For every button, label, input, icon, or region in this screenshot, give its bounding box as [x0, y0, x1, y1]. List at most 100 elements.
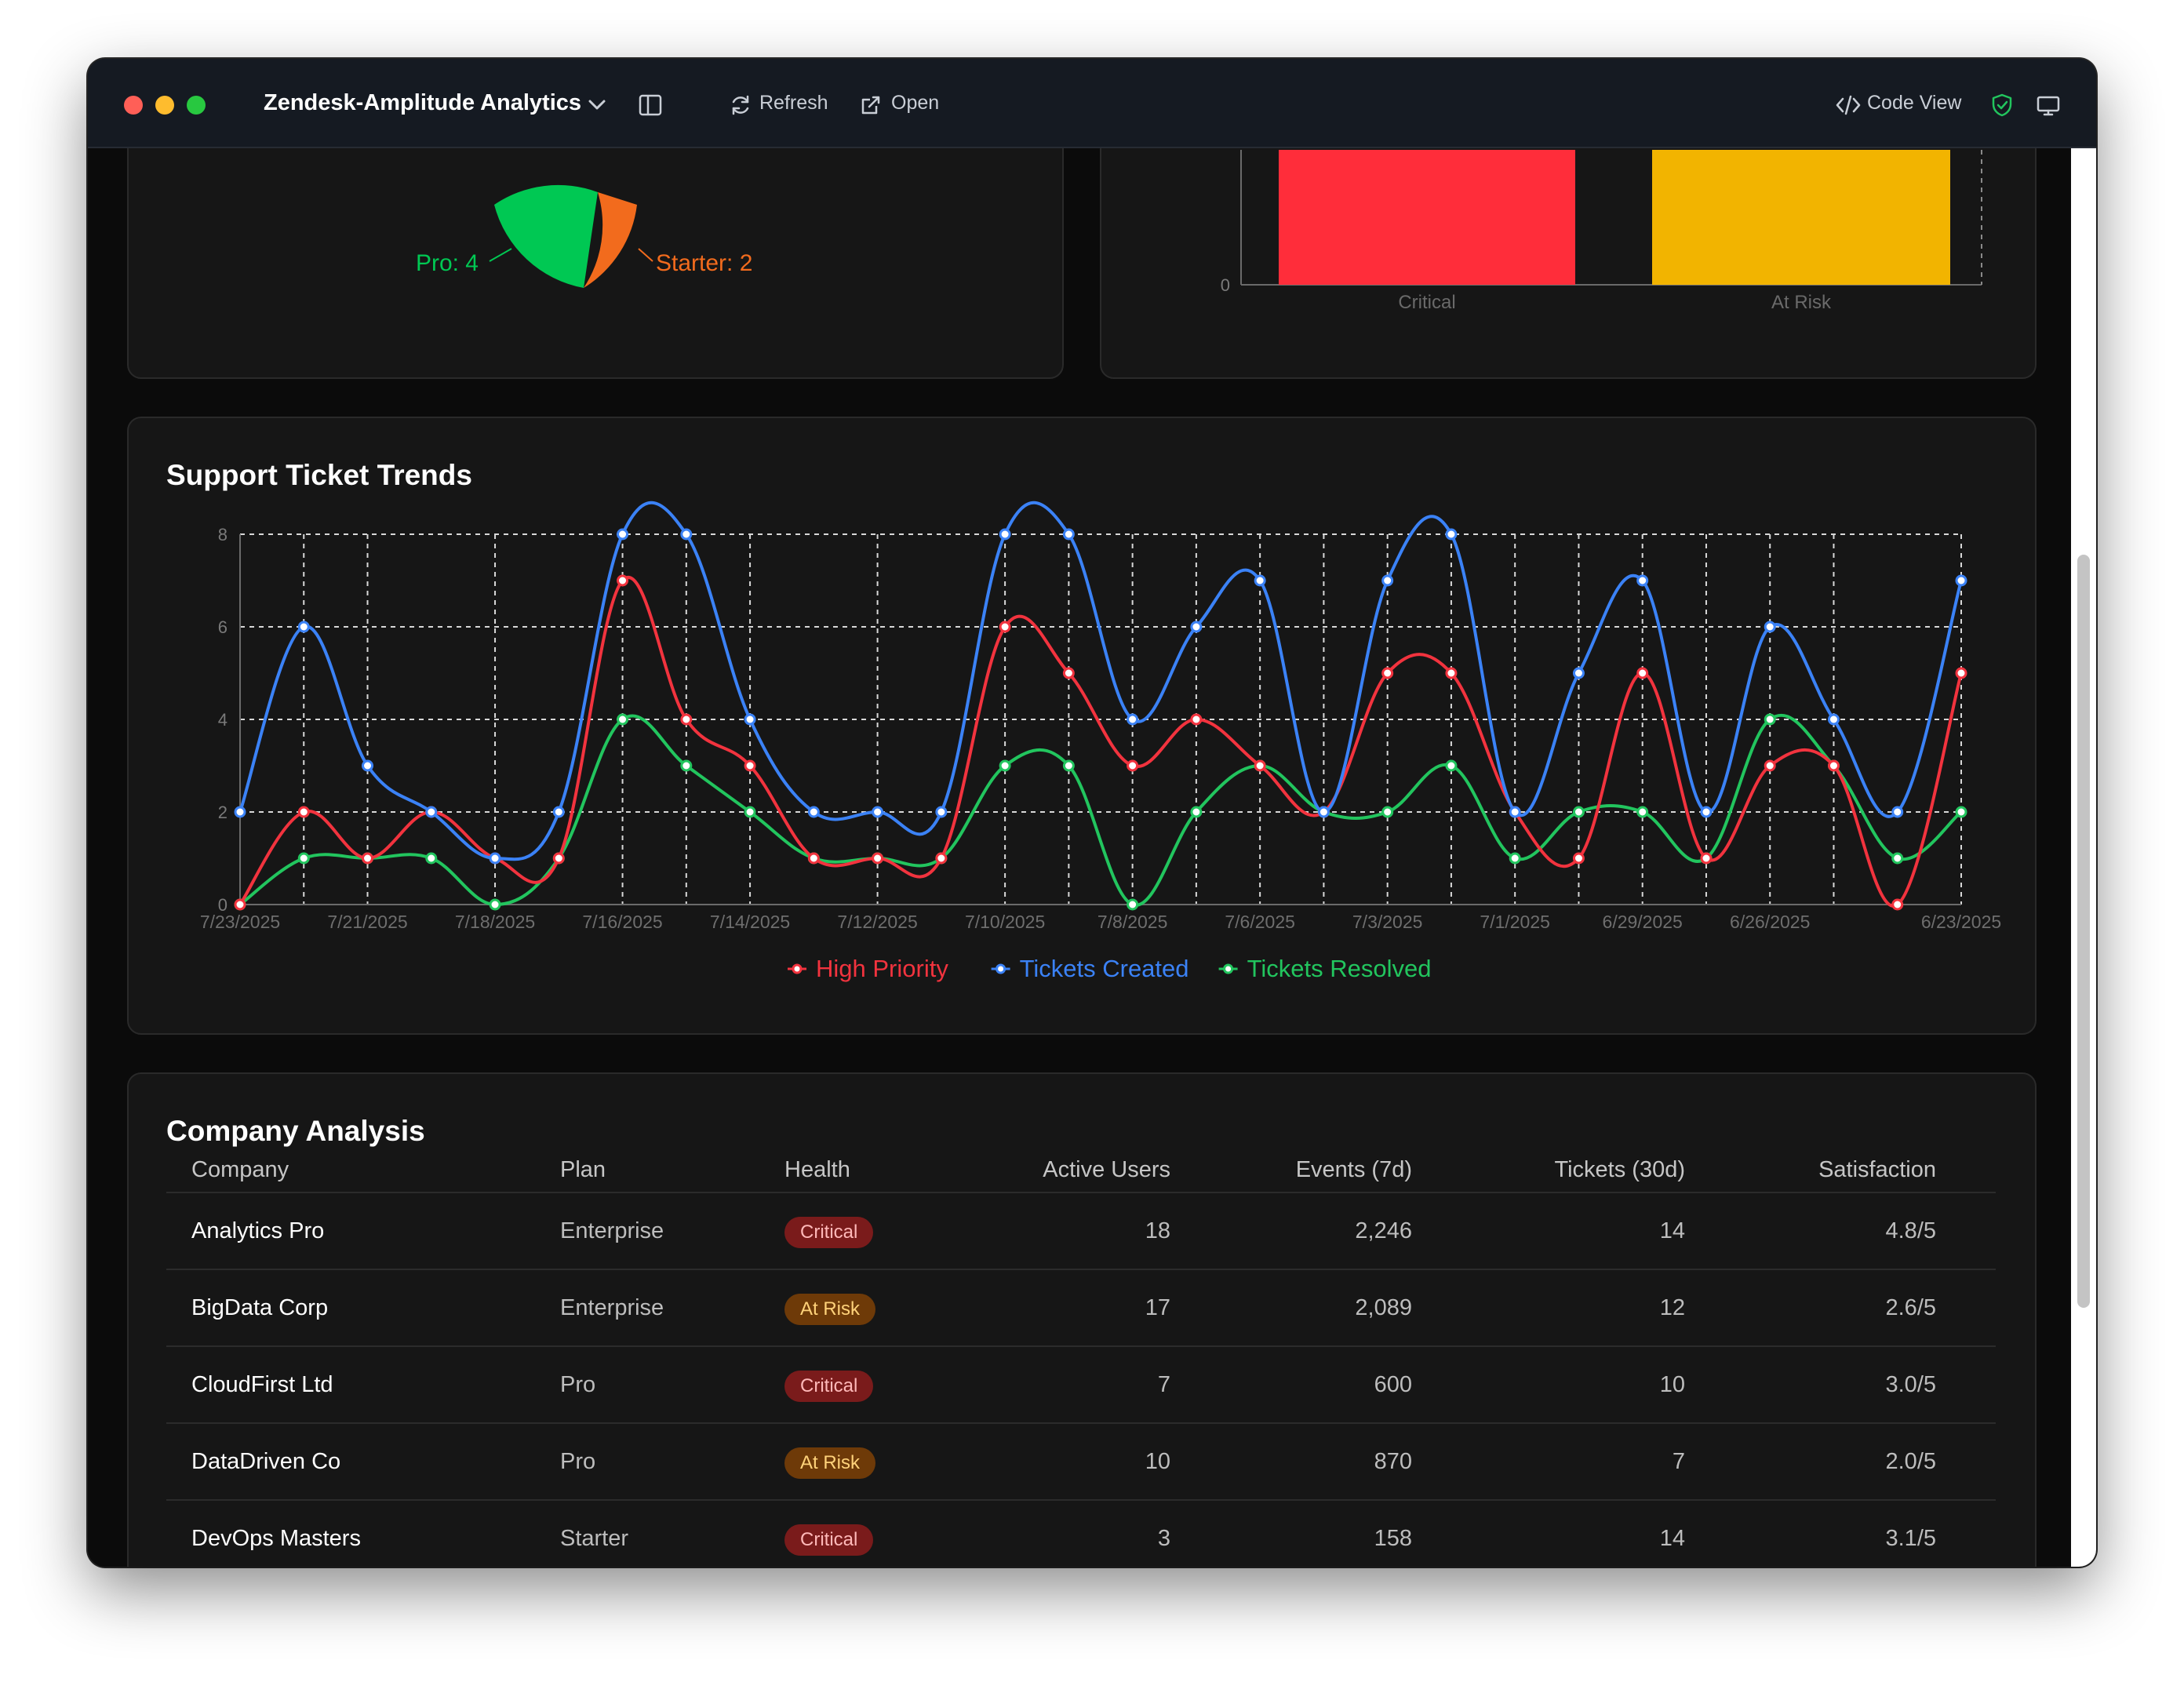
data-point-tickets-created [489, 852, 501, 865]
code-icon [1836, 95, 1861, 115]
app-title: Zendesk-Amplitude Analytics [264, 90, 582, 115]
data-point-tickets-resolved [999, 759, 1011, 772]
scrollbar-thumb[interactable] [2077, 555, 2090, 1308]
cell-plan: Enterprise [560, 1295, 664, 1320]
sidebar-toggle-icon[interactable] [639, 93, 662, 117]
chevron-down-icon[interactable] [587, 98, 607, 112]
data-point-tickets-resolved [1445, 759, 1458, 772]
legend-dot-high-priority [792, 963, 803, 974]
x-tick-critical: Critical [1398, 292, 1455, 313]
cell-company: DataDriven Co [191, 1449, 341, 1474]
company-analysis-card: Company Analysis [127, 1072, 2037, 1567]
y-tick-label: 2 [218, 803, 228, 822]
data-point-tickets-created [1127, 713, 1139, 726]
open-label: Open [891, 92, 940, 114]
data-point-tickets-created [1572, 667, 1585, 679]
minimize-window-button[interactable] [155, 96, 174, 115]
cell-plan: Pro [560, 1372, 596, 1397]
data-point-tickets-created [1190, 621, 1203, 633]
data-point-high-priority [362, 852, 374, 865]
shield-check-icon[interactable] [1991, 93, 2013, 117]
legend-dot-tickets-resolved [1223, 963, 1234, 974]
cell-events: 2,089 [1355, 1295, 1412, 1320]
data-point-high-priority [1572, 852, 1585, 865]
data-point-high-priority [617, 574, 629, 587]
pie-label-pro: Pro: 4 [416, 250, 479, 276]
cell-plan: Pro [560, 1449, 596, 1474]
data-point-high-priority [999, 621, 1011, 633]
col-plan[interactable]: Plan [560, 1157, 606, 1182]
data-point-tickets-resolved [489, 898, 501, 911]
series-line-tickets-created [238, 501, 1963, 861]
data-point-tickets-created [1381, 574, 1394, 587]
legend-label-high-priority: High Priority [816, 955, 948, 982]
data-point-tickets-created [362, 759, 374, 772]
legend-dot-tickets-created [996, 963, 1006, 974]
data-point-high-priority [1190, 713, 1203, 726]
col-company[interactable]: Company [191, 1157, 289, 1182]
x-tick-label: 7/1/2025 [1480, 912, 1550, 932]
data-point-tickets-created [552, 806, 565, 818]
col-events[interactable]: Events (7d) [1295, 1157, 1412, 1182]
data-point-high-priority [1381, 667, 1394, 679]
col-satisfaction[interactable]: Satisfaction [1818, 1157, 1936, 1182]
x-tick-label: 7/6/2025 [1225, 912, 1295, 932]
col-health[interactable]: Health [784, 1157, 850, 1182]
data-point-tickets-resolved [1509, 852, 1521, 865]
cell-satisfaction: 4.8/5 [1885, 1218, 1937, 1243]
x-tick-label: 7/16/2025 [582, 912, 662, 932]
col-tickets[interactable]: Tickets (30d) [1554, 1157, 1685, 1182]
dashboard-content[interactable]: Pro: 4 Starter: 2 0 Critical At Risk Sup… [88, 148, 2071, 1567]
data-point-tickets-resolved [744, 806, 756, 818]
data-point-high-priority [1764, 759, 1776, 772]
company-analysis-title: Company Analysis [166, 1115, 425, 1147]
data-point-high-priority [872, 852, 884, 865]
refresh-label: Refresh [759, 92, 828, 114]
cell-active-users: 18 [1145, 1218, 1170, 1243]
data-point-high-priority [807, 852, 820, 865]
data-point-tickets-resolved [1764, 713, 1776, 726]
title-bar: Zendesk-Amplitude Analytics Refresh Open [88, 59, 2096, 148]
data-point-tickets-resolved [1891, 852, 1904, 865]
data-point-tickets-resolved [1572, 806, 1585, 818]
data-point-high-priority [1955, 667, 1967, 679]
close-window-button[interactable] [124, 96, 143, 115]
cell-satisfaction: 3.1/5 [1885, 1526, 1937, 1551]
data-point-tickets-created [1254, 574, 1266, 587]
cell-plan: Enterprise [560, 1218, 664, 1243]
data-point-tickets-created [999, 528, 1011, 541]
cell-plan: Starter [560, 1526, 629, 1551]
cell-active-users: 17 [1145, 1295, 1170, 1320]
header-divider [166, 1192, 1996, 1193]
data-point-tickets-created [872, 806, 884, 818]
x-tick-label: 7/21/2025 [327, 912, 407, 932]
data-point-tickets-created [1509, 806, 1521, 818]
data-point-tickets-resolved [1381, 806, 1394, 818]
cell-events: 870 [1374, 1449, 1412, 1474]
pie-slice-starter [584, 192, 637, 288]
y-tick-0: 0 [1221, 275, 1230, 295]
data-point-high-priority [297, 806, 310, 818]
x-tick-label: 7/23/2025 [200, 912, 280, 932]
data-point-high-priority [935, 852, 948, 865]
y-tick-label: 0 [218, 895, 228, 915]
status-badge: Critical [784, 1217, 874, 1248]
data-point-tickets-resolved [1636, 806, 1649, 818]
data-point-tickets-created [1445, 528, 1458, 541]
col-active-users[interactable]: Active Users [1043, 1157, 1170, 1182]
cell-company: Analytics Pro [191, 1218, 325, 1243]
zoom-window-button[interactable] [187, 96, 206, 115]
support-ticket-trends-card: Support Ticket Trends 0 2 4 6 8 7/23/2025 7/21… [127, 417, 2037, 1035]
cell-active-users: 3 [1157, 1526, 1170, 1551]
data-point-tickets-created [1062, 528, 1075, 541]
data-point-tickets-resolved [1190, 806, 1203, 818]
app-title-dropdown[interactable]: Zendesk-Amplitude Analytics [264, 90, 581, 116]
bar-critical [1279, 150, 1575, 285]
legend-label-tickets-resolved: Tickets Resolved [1247, 955, 1432, 982]
row-divider [166, 1499, 1996, 1501]
data-point-tickets-created [234, 806, 246, 818]
monitor-icon[interactable] [2037, 95, 2060, 117]
legend-label-tickets-created: Tickets Created [1020, 955, 1189, 982]
status-badge: Critical [784, 1371, 874, 1402]
cell-active-users: 10 [1145, 1449, 1170, 1474]
